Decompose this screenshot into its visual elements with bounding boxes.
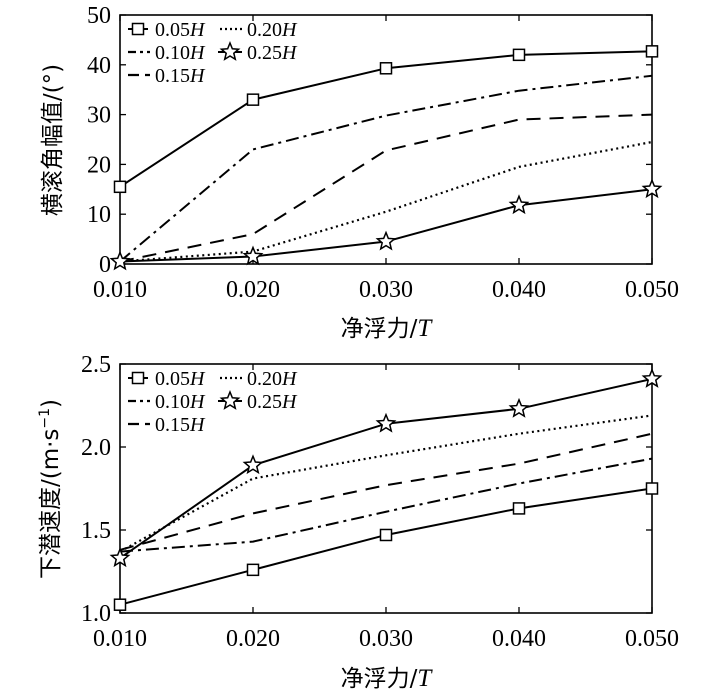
legend-item-0.15H: 0.15H: [128, 65, 206, 87]
legend-item-0.10H: 0.10H: [128, 391, 206, 413]
x-tick-label: 0.040: [492, 277, 546, 303]
legend-item-0.20H: 0.20H: [220, 19, 298, 41]
data-point-0.25H: [109, 547, 131, 568]
series-line-0.10H: [119, 457, 653, 553]
data-point-0.05H: [645, 45, 659, 58]
y-tick-label: 2.5: [81, 352, 111, 378]
legend-item-0.25H: 0.25H: [218, 41, 298, 64]
y-axis-title: 横滚角幅值/(°): [40, 64, 66, 216]
x-tick-label: 0.050: [625, 277, 679, 303]
legend-marker: [131, 22, 145, 36]
data-point-0.05H: [379, 528, 393, 542]
legend-label: 0.25H: [247, 391, 298, 413]
data-point-0.25H: [508, 397, 530, 418]
legend-label: 0.15H: [155, 414, 206, 436]
x-tick-label: 0.010: [93, 626, 147, 652]
y-tick-label: 1.0: [81, 601, 111, 627]
x-axis: 0.010 0.020 0.030 0.040 0.050: [93, 15, 679, 303]
legend-label: 0.20H: [247, 368, 298, 390]
legend-marker: [219, 41, 241, 61]
y-tick-label: 20: [87, 152, 111, 178]
legend-marker: [131, 371, 145, 385]
y-tick-label: 50: [87, 3, 111, 29]
legend-item-0.15H: 0.15H: [128, 414, 206, 436]
dive-speed-chart: 0.010 0.020 0.030 0.040 0.050 1.0 1.5 2.0 2.5 净…: [37, 352, 679, 692]
legend-label: 0.10H: [155, 42, 206, 64]
legend: 0.05H 0.20H 0.10H 0.25H 0.15H: [128, 368, 298, 436]
data-point-0.25H: [641, 178, 663, 199]
x-tick-label: 0.050: [625, 626, 679, 652]
series-line-0.15H: [119, 113, 653, 263]
y-tick-label: 2.0: [81, 435, 111, 461]
legend-label: 0.05H: [155, 19, 206, 41]
series-line-0.20H: [119, 414, 653, 553]
y-tick-label: 30: [87, 103, 111, 129]
x-tick-label: 0.020: [226, 626, 280, 652]
legend-label: 0.10H: [155, 391, 206, 413]
data-point-0.05H: [512, 502, 526, 515]
data-point-0.05H: [379, 62, 393, 75]
data-point-0.05H: [113, 598, 127, 611]
y-axis-title: 下潜速度/(m·s−1): [37, 399, 64, 579]
data-point-0.25H: [242, 454, 264, 475]
x-tick-label: 0.020: [226, 277, 280, 303]
legend-item-0.20H: 0.20H: [220, 368, 298, 390]
x-tick-label: 0.030: [359, 626, 413, 652]
data-point-0.25H: [375, 412, 397, 433]
legend-label: 0.20H: [247, 19, 298, 41]
x-axis-title: 净浮力/T: [341, 665, 434, 692]
x-tick-label: 0.010: [93, 277, 147, 303]
y-axis: 0 10 20 30 40 50: [87, 3, 652, 278]
data-point-0.05H: [246, 563, 260, 577]
data-point-0.25H: [242, 245, 264, 266]
data-point-0.05H: [645, 482, 659, 495]
legend-item-0.05H: 0.05H: [128, 19, 206, 41]
data-point-0.05H: [113, 180, 127, 194]
data-point-0.05H: [512, 48, 526, 62]
y-tick-label: 40: [87, 53, 111, 79]
legend-label: 0.05H: [155, 368, 206, 390]
legend-marker: [219, 390, 241, 410]
roll-amplitude-chart: 0.010 0.020 0.030 0.040 0.050 0 10 20 30 40 50 净浮…: [40, 3, 679, 342]
legend-label: 0.25H: [247, 42, 298, 64]
series-line-0.20H: [119, 140, 653, 263]
legend-label: 0.15H: [155, 65, 206, 87]
series-markers: [109, 45, 663, 271]
x-axis-title: 净浮力/T: [341, 315, 434, 342]
legend-item-0.05H: 0.05H: [128, 368, 206, 390]
data-point-0.25H: [641, 367, 663, 388]
data-point-0.25H: [508, 194, 530, 215]
x-tick-label: 0.040: [492, 626, 546, 652]
data-point-0.25H: [375, 230, 397, 251]
y-tick-label: 1.5: [81, 518, 111, 544]
data-point-0.25H: [109, 250, 131, 271]
series-line-0.10H: [119, 74, 653, 263]
y-axis: 1.0 1.5 2.0 2.5: [81, 352, 652, 627]
legend-item-0.10H: 0.10H: [128, 42, 206, 64]
x-axis: 0.010 0.020 0.030 0.040 0.050: [93, 364, 679, 652]
y-tick-label: 10: [87, 202, 111, 228]
x-tick-label: 0.030: [359, 277, 413, 303]
series-markers: [109, 367, 663, 611]
y-tick-label: 0: [99, 252, 111, 278]
legend: 0.05H 0.20H 0.10H 0.25H 0.15H: [128, 19, 298, 87]
series-line-0.25H: [119, 188, 653, 263]
data-point-0.05H: [246, 93, 260, 106]
legend-item-0.25H: 0.25H: [218, 390, 298, 413]
